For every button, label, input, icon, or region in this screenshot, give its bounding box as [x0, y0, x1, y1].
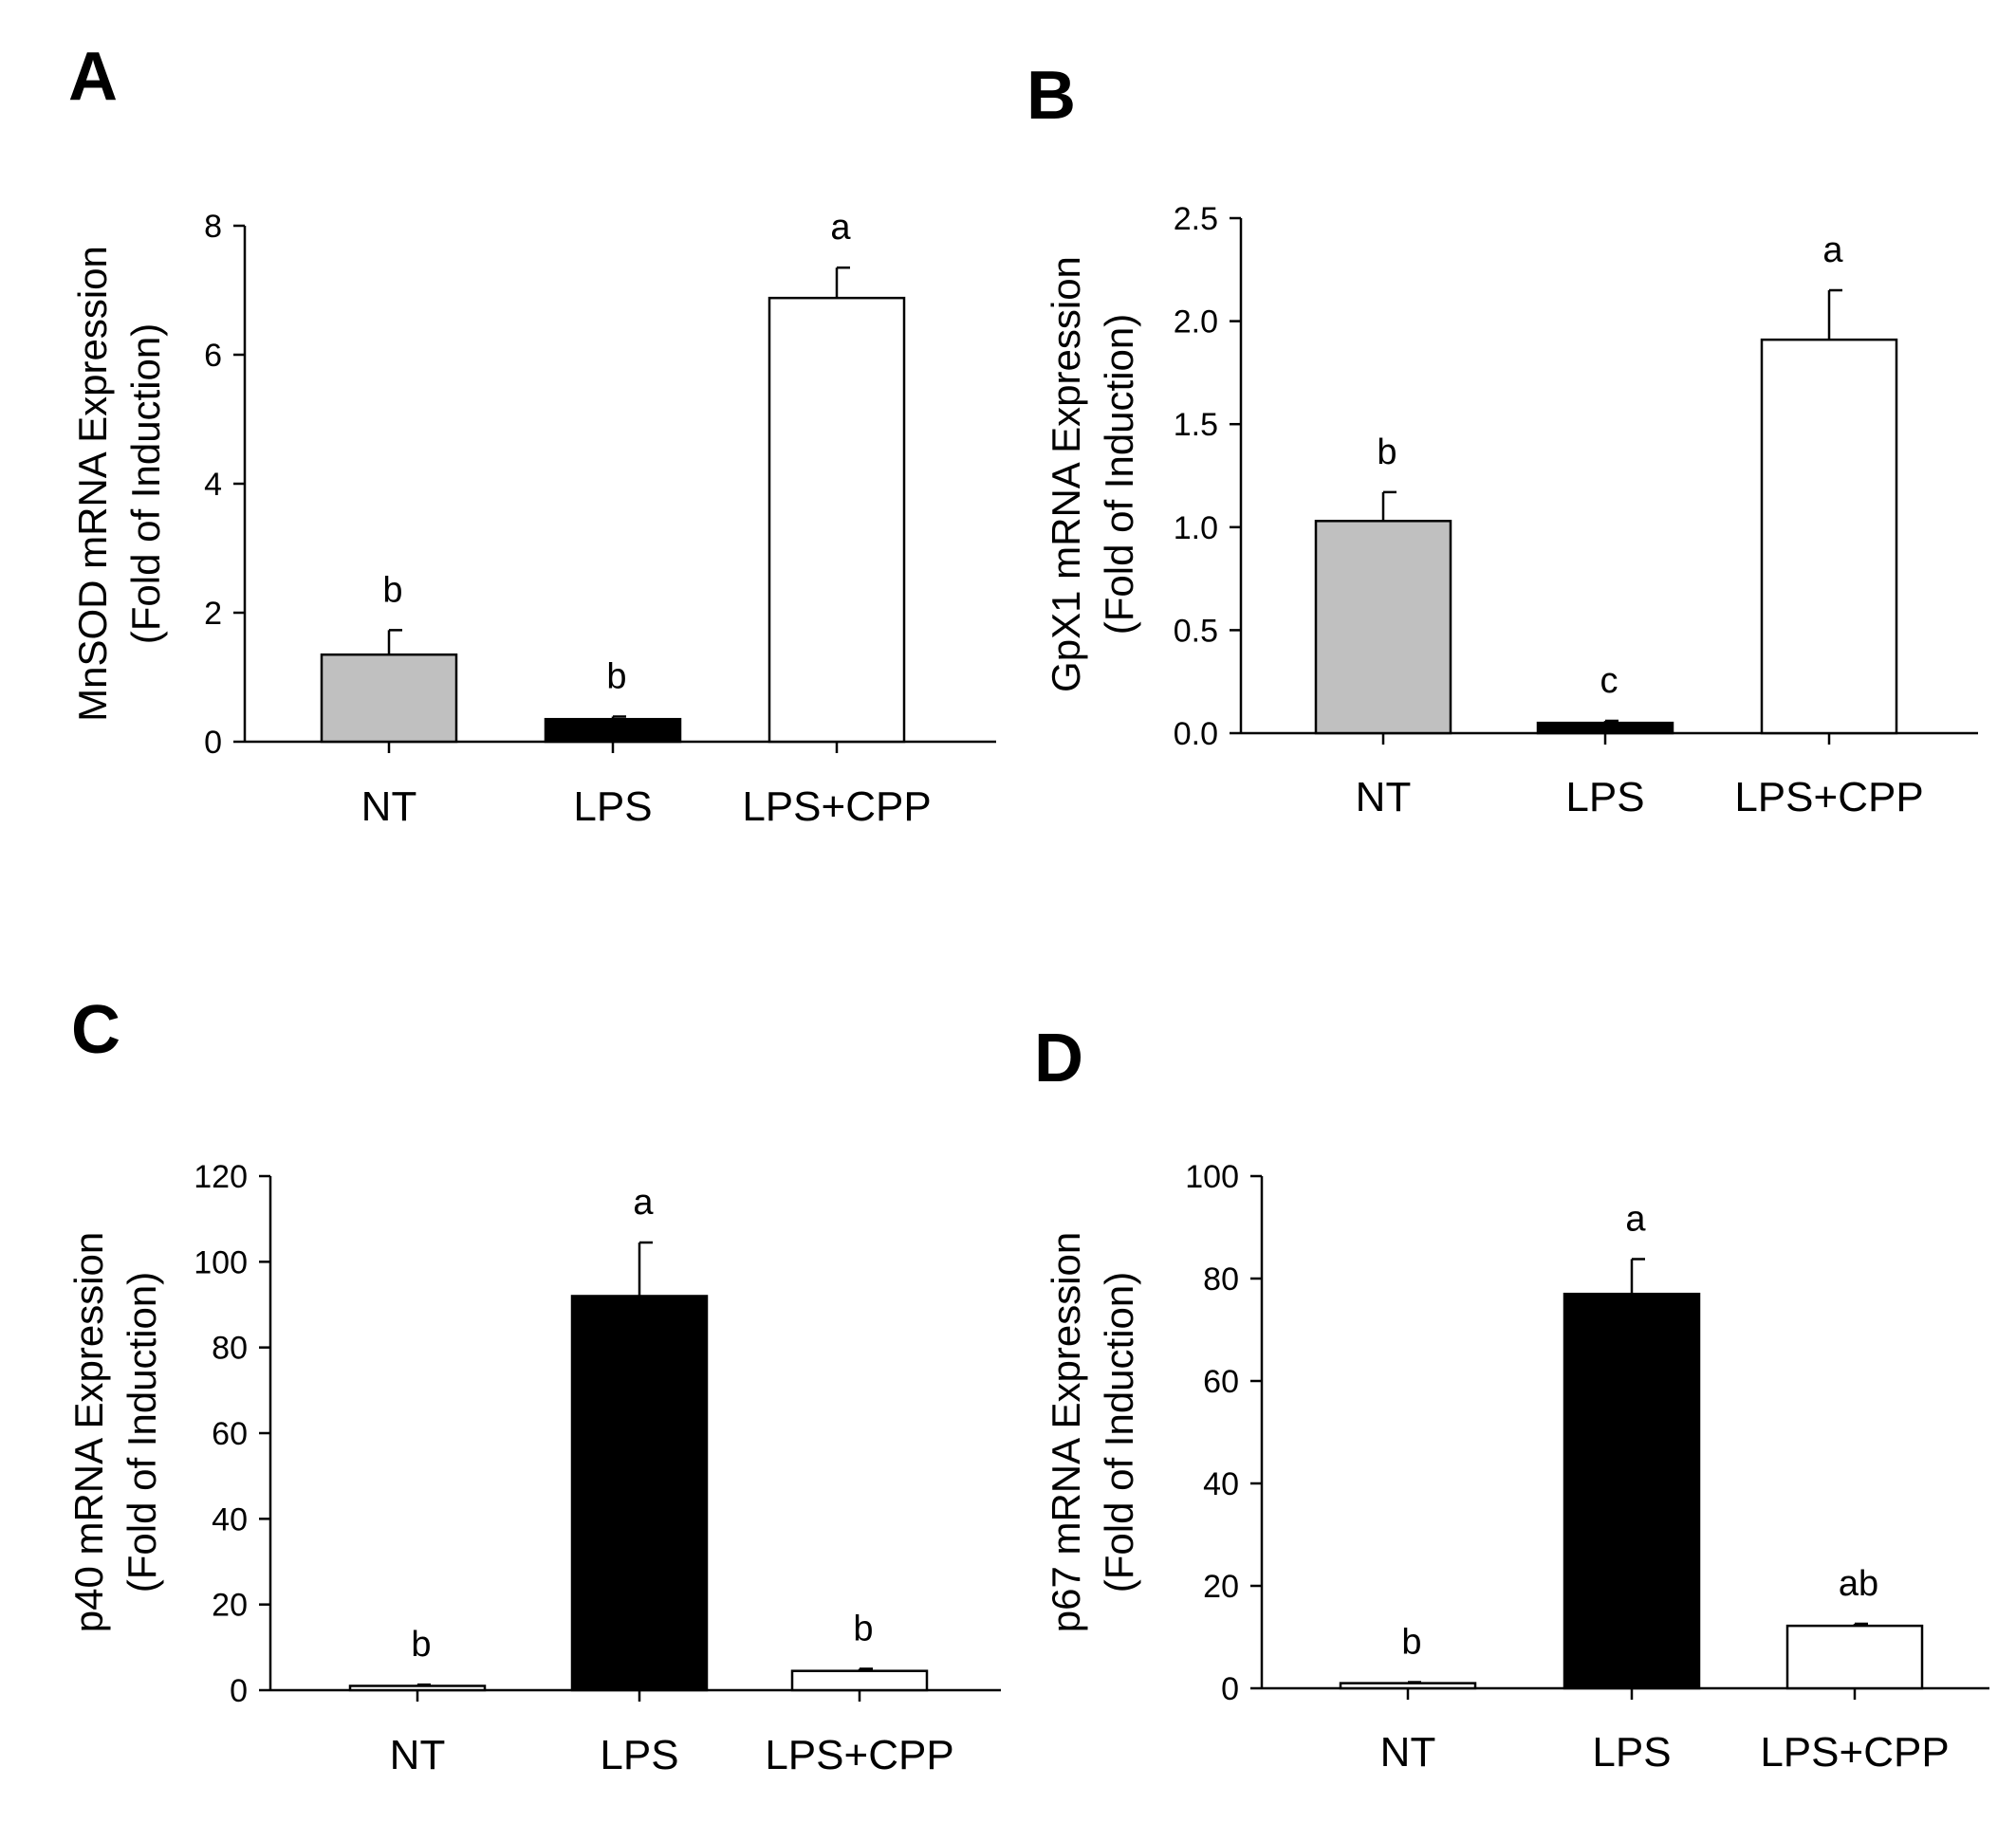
y-tick-label: 0: [1221, 1671, 1239, 1707]
bar-nt: [348, 1685, 487, 1692]
category-label: LPS: [1565, 774, 1644, 820]
category-label: LPS: [573, 783, 652, 830]
significance-label: ab: [1839, 1564, 1878, 1604]
bar-nt: [320, 653, 458, 744]
significance-label: a: [633, 1183, 654, 1223]
category-label: LPS+CPP: [742, 783, 931, 830]
y-tick-label: 1.5: [1174, 407, 1218, 443]
significance-label: a: [830, 208, 851, 248]
bar-lps: [1563, 1292, 1701, 1690]
significance-label: b: [1401, 1623, 1421, 1663]
y-tick-label: 0.0: [1174, 716, 1218, 752]
y-axis-title: GpX1 mRNA Expression: [1044, 256, 1088, 692]
y-tick-label: 0: [230, 1673, 248, 1709]
y-axis-title: p40 mRNA Expression: [66, 1232, 111, 1633]
y-tick-label: 2.0: [1174, 304, 1218, 341]
category-label: LPS: [600, 1732, 678, 1778]
category-label: LPS+CPP: [765, 1732, 953, 1778]
significance-label: c: [1600, 661, 1618, 701]
panel-c: C 0 20 40 60 80 100 120 NT b LPS a LPS+CPP b p40 mRNA …: [66, 992, 1001, 1778]
panel-a: A 0 2 4 6 8 NT b LPS b LPS+CPP a MnSOD mRNA Expressi…: [68, 39, 996, 830]
significance-label: b: [606, 656, 626, 696]
panel-letter: C: [71, 992, 120, 1068]
significance-label: b: [1377, 433, 1396, 472]
y-tick-label: 80: [1203, 1261, 1239, 1298]
bar-lps-plus-cpp: [1785, 1624, 1924, 1690]
bar-lps-plus-cpp: [1760, 338, 1898, 735]
y-tick-label: 60: [1203, 1364, 1239, 1400]
significance-label: a: [1822, 230, 1843, 270]
significance-label: b: [411, 1625, 431, 1665]
bar-lps: [1536, 721, 1674, 735]
bar-lps: [544, 717, 682, 744]
y-axis-subtitle: (Fold of Induction): [1097, 1272, 1141, 1593]
bar-lps: [570, 1295, 709, 1692]
y-tick-label: 4: [204, 467, 222, 503]
bar-nt: [1314, 520, 1452, 735]
y-tick-label: 0: [204, 725, 222, 761]
y-tick-label: 40: [212, 1501, 248, 1537]
panel-b: B 0.0 0.5 1.0 1.5 2.0 2.5 NT b LPS c LPS+CPP a GpX1 m…: [1026, 58, 1978, 820]
category-label: LPS+CPP: [1760, 1729, 1949, 1776]
category-label: NT: [1380, 1729, 1436, 1776]
y-tick-label: 2: [204, 596, 222, 632]
y-tick-label: 20: [212, 1588, 248, 1624]
panel-d: D 0 20 40 60 80 100 NT b LPS a LPS+CPP ab p67 mRNA Ex…: [1034, 1021, 1989, 1776]
y-tick-label: 60: [212, 1416, 248, 1452]
y-axis-title: MnSOD mRNA Expression: [70, 246, 115, 722]
y-axis-subtitle: (Fold of Induction): [120, 1272, 164, 1593]
category-label: LPS+CPP: [1734, 774, 1923, 820]
category-label: LPS: [1592, 1729, 1671, 1776]
y-tick-label: 8: [204, 209, 222, 245]
significance-label: b: [853, 1609, 873, 1648]
y-tick-label: 40: [1203, 1466, 1239, 1502]
y-axis-subtitle: (Fold of Induction): [1097, 314, 1141, 635]
y-tick-label: 6: [204, 338, 222, 374]
y-axis-title: p67 mRNA Expression: [1044, 1232, 1088, 1633]
category-label: NT: [390, 1732, 446, 1778]
panel-letter: A: [68, 39, 118, 115]
y-tick-label: 0.5: [1174, 613, 1218, 649]
category-label: NT: [361, 783, 417, 830]
y-tick-label: 1.0: [1174, 510, 1218, 546]
panel-letter: D: [1034, 1021, 1083, 1096]
y-tick-label: 80: [212, 1331, 248, 1367]
bar-lps-plus-cpp: [790, 1669, 929, 1692]
y-axis-subtitle: (Fold of Induction): [123, 323, 168, 645]
y-tick-label: 100: [1185, 1159, 1239, 1195]
y-tick-label: 120: [194, 1159, 248, 1195]
y-tick-label: 2.5: [1174, 201, 1218, 237]
bar-nt: [1339, 1682, 1477, 1690]
significance-label: a: [1625, 1199, 1646, 1239]
bar-lps-plus-cpp: [768, 296, 906, 744]
y-tick-label: 20: [1203, 1569, 1239, 1605]
significance-label: b: [382, 570, 402, 610]
y-tick-label: 100: [194, 1244, 248, 1280]
category-label: NT: [1356, 774, 1412, 820]
panel-letter: B: [1026, 58, 1076, 134]
